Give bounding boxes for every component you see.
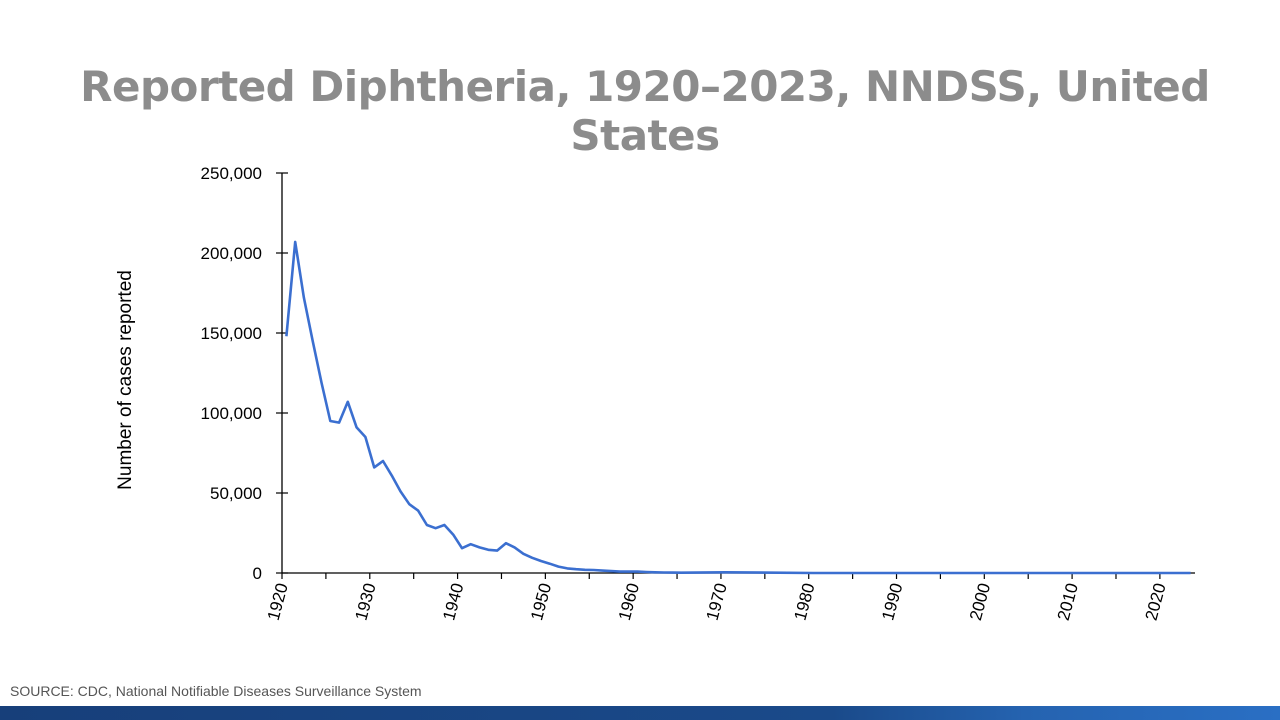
y-tick-label: 250,000 xyxy=(201,164,262,183)
x-tick-label: 1970 xyxy=(703,581,731,622)
y-tick-label: 150,000 xyxy=(201,324,262,343)
series-line xyxy=(285,240,1191,575)
chart-title: Reported Diphtheria, 1920–2023, NNDSS, U… xyxy=(80,62,1210,160)
y-tick-label: 200,000 xyxy=(201,244,262,263)
source-note: SOURCE: CDC, National Notifiable Disease… xyxy=(10,683,422,699)
y-tick-label: 0 xyxy=(253,564,262,583)
x-tick-label: 1940 xyxy=(439,581,467,622)
x-tick-label: 1990 xyxy=(878,581,906,622)
x-tick-label: 1920 xyxy=(264,581,292,622)
x-tick-label: 1950 xyxy=(527,581,555,622)
footer-bar xyxy=(0,706,1280,720)
x-tick-label: 1960 xyxy=(615,581,643,622)
y-tick-label: 50,000 xyxy=(210,484,262,503)
x-tick-label: 2000 xyxy=(966,581,994,622)
x-tick-label: 1930 xyxy=(352,581,380,622)
y-tick-label: 100,000 xyxy=(201,404,262,423)
y-axis-label: Number of cases reported xyxy=(115,270,136,490)
x-tick-label: 1980 xyxy=(790,581,818,622)
line-chart: Number of cases reported 0 50,000 100,000 1… xyxy=(115,164,1195,623)
x-tick-label: 2020 xyxy=(1142,581,1170,622)
x-tick-label: 2010 xyxy=(1054,581,1082,622)
